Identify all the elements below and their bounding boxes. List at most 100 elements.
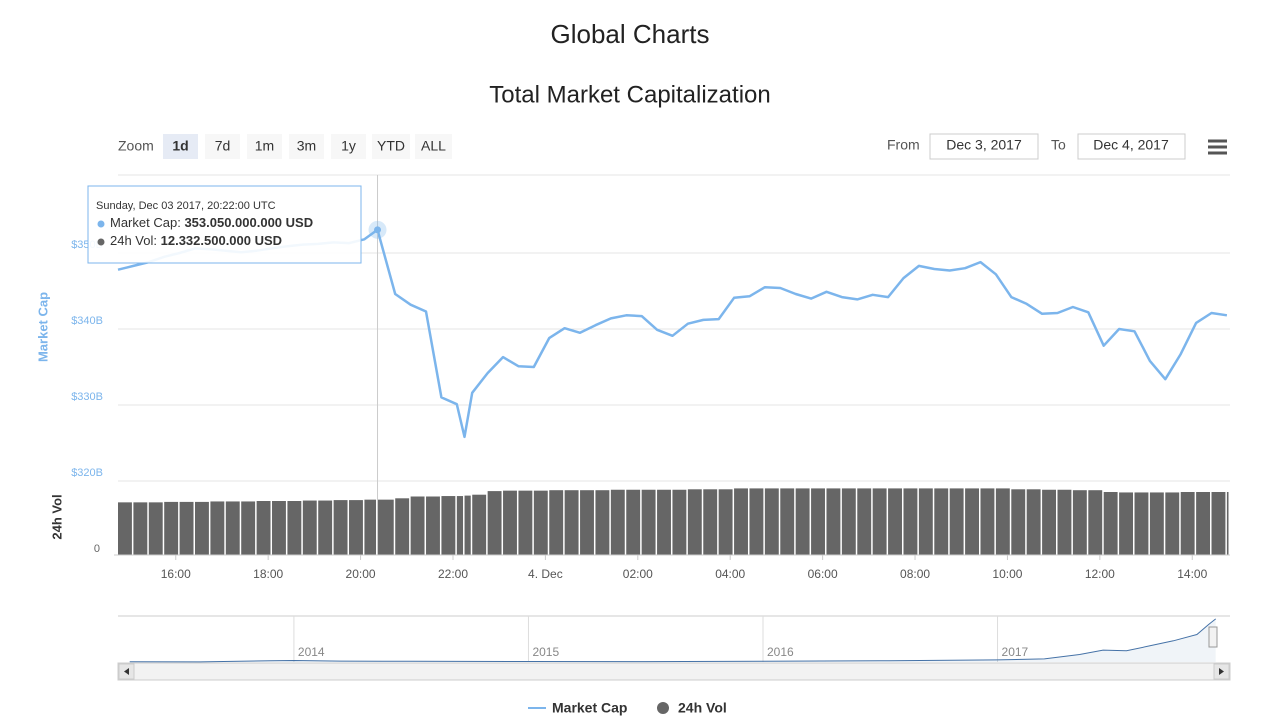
volume-bar xyxy=(302,500,317,555)
volume-bar xyxy=(934,488,949,555)
volume-bar xyxy=(210,501,225,555)
tooltip-value: 12.332.500.000 USD xyxy=(161,233,282,248)
zoom-button[interactable] xyxy=(163,134,198,159)
volume-bar xyxy=(148,502,163,555)
zoom-button[interactable] xyxy=(331,134,366,159)
volume-bar xyxy=(718,489,733,555)
volume-bar xyxy=(841,488,856,555)
to-label: To xyxy=(1051,137,1066,153)
y-axis-title: 24h Vol xyxy=(49,494,64,539)
volume-bar xyxy=(703,489,718,555)
volume-bar xyxy=(1165,492,1180,555)
legend-label[interactable]: 24h Vol xyxy=(678,700,727,716)
navigator-tick-label: 2015 xyxy=(532,645,559,659)
volume-bar xyxy=(472,494,487,555)
volume-bar xyxy=(657,489,671,555)
zoom-button[interactable] xyxy=(372,134,410,159)
volume-bar xyxy=(1057,489,1072,555)
volume-bar xyxy=(272,501,286,555)
x-tick-label: 06:00 xyxy=(808,567,838,581)
volume-bar xyxy=(256,501,271,555)
x-tick-label: 04:00 xyxy=(715,567,745,581)
volume-bar xyxy=(1042,489,1057,555)
page-title: Global Charts xyxy=(551,19,710,49)
scrollbar[interactable] xyxy=(117,662,1231,681)
to-value: Dec 4, 2017 xyxy=(1093,137,1169,153)
volume-bar xyxy=(503,490,517,555)
volume-bar xyxy=(641,489,656,555)
zoom-button-label: 1d xyxy=(172,138,188,154)
volume-bar xyxy=(1119,492,1134,555)
tooltip-row: 24h Vol: 12.332.500.000 USD xyxy=(110,233,282,248)
volume-bar xyxy=(1180,492,1195,555)
volume-bar xyxy=(1196,492,1211,555)
zoom-button-label: ALL xyxy=(421,138,446,154)
y-axis-title: Market Cap xyxy=(35,292,50,362)
zoom-button-label: 7d xyxy=(215,138,231,154)
volume-bar xyxy=(164,501,179,555)
volume-bar xyxy=(980,488,995,555)
x-tick-label: 20:00 xyxy=(346,567,376,581)
volume-bar xyxy=(1026,489,1041,555)
volume-bar xyxy=(118,502,132,555)
from-value: Dec 3, 2017 xyxy=(946,137,1022,153)
volume-bar xyxy=(318,500,333,555)
zoom-button-label: 1m xyxy=(255,138,274,154)
volume-bar xyxy=(133,502,148,555)
x-tick-label: 08:00 xyxy=(900,567,930,581)
tooltip-marker xyxy=(97,238,105,246)
volume-bar xyxy=(426,496,440,555)
volume-bar xyxy=(549,490,564,555)
tooltip-marker xyxy=(97,220,105,228)
volume-bar xyxy=(826,488,841,555)
hover-point xyxy=(374,226,382,234)
zoom-button[interactable] xyxy=(415,134,452,159)
volume-bar xyxy=(610,489,625,555)
volume-bar xyxy=(364,499,377,555)
zoom-button[interactable] xyxy=(205,134,240,159)
volume-bar xyxy=(687,489,702,555)
volume-bar xyxy=(965,488,979,555)
volume-bar xyxy=(464,495,471,555)
navigator-handle[interactable] xyxy=(1208,626,1218,648)
x-tick-label: 02:00 xyxy=(623,567,653,581)
volume-bar xyxy=(1072,490,1087,555)
volume-bar xyxy=(487,491,502,555)
volume-bar xyxy=(1011,489,1026,555)
volume-bar xyxy=(377,499,394,555)
volume-bar xyxy=(1134,492,1149,555)
navigator-tick-label: 2014 xyxy=(298,645,325,659)
x-tick-label: 14:00 xyxy=(1177,567,1207,581)
volume-bar xyxy=(533,490,548,555)
volume-bar xyxy=(811,488,825,555)
y-tick-label: $320B xyxy=(71,467,103,479)
volume-bar xyxy=(349,500,363,555)
tooltip-row: Market Cap: 353.050.000.000 USD xyxy=(110,215,313,230)
volume-bar xyxy=(195,501,209,555)
tooltip-date: Sunday, Dec 03 2017, 20:22:00 UTC xyxy=(96,200,276,212)
menu-button[interactable] xyxy=(1208,139,1227,155)
y-tick-label: $340B xyxy=(71,315,103,327)
x-tick-label: 16:00 xyxy=(161,567,191,581)
volume-bar xyxy=(749,488,764,555)
legend-label[interactable]: Market Cap xyxy=(552,700,627,716)
from-input[interactable] xyxy=(929,133,1039,160)
x-tick-label: 12:00 xyxy=(1085,567,1115,581)
to-input[interactable] xyxy=(1077,133,1186,160)
zoom-button[interactable] xyxy=(247,134,282,159)
zoom-label: Zoom xyxy=(118,138,154,154)
tooltip-name: Market Cap: xyxy=(110,215,181,230)
navigator-area xyxy=(129,618,1216,662)
zoom-button[interactable] xyxy=(289,134,324,159)
volume-bar xyxy=(287,501,302,555)
volume-bar xyxy=(410,496,425,555)
volume-bar xyxy=(795,488,810,555)
volume-bar xyxy=(441,496,456,555)
volume-bar xyxy=(456,496,464,555)
volume-bar xyxy=(888,488,902,555)
zoom-button-label: 1y xyxy=(341,138,356,154)
volume-bar xyxy=(1088,490,1103,555)
volume-bar xyxy=(179,501,194,555)
